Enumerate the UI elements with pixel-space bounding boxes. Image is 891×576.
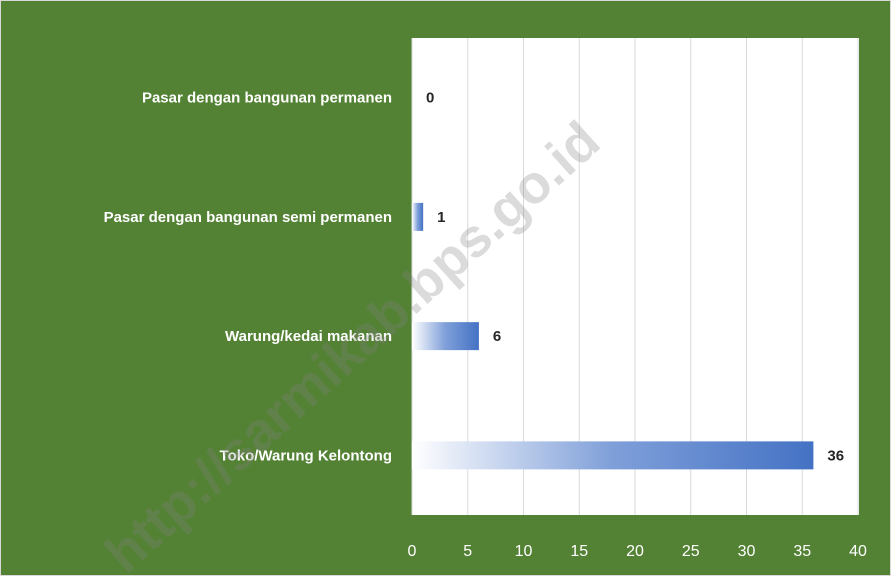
y-tick-label: Pasar dengan bangunan permanen — [142, 90, 392, 107]
x-tick-label: 0 — [408, 543, 417, 560]
data-label: 0 — [426, 90, 434, 107]
x-tick-label: 40 — [849, 543, 867, 560]
bar — [412, 202, 424, 231]
x-tick-label: 35 — [793, 543, 811, 560]
x-tick-label: 20 — [626, 543, 644, 560]
x-tick-label: 5 — [463, 543, 472, 560]
data-label: 36 — [827, 447, 844, 464]
y-tick-label: Toko/Warung Kelontong — [220, 447, 392, 464]
x-tick-label: 15 — [570, 543, 588, 560]
bar — [412, 322, 479, 351]
y-tick-label: Warung/kedai makanan — [225, 328, 392, 345]
y-tick-label: Pasar dengan bangunan semi permanen — [104, 209, 392, 226]
marks — [412, 202, 814, 470]
x-tick-label: 25 — [682, 543, 700, 560]
x-tick-label: 30 — [738, 543, 756, 560]
bar — [412, 441, 814, 470]
x-tick-label: 10 — [515, 543, 533, 560]
grid — [411, 38, 859, 515]
data-label: 1 — [437, 209, 445, 226]
data-label: 6 — [493, 328, 501, 345]
